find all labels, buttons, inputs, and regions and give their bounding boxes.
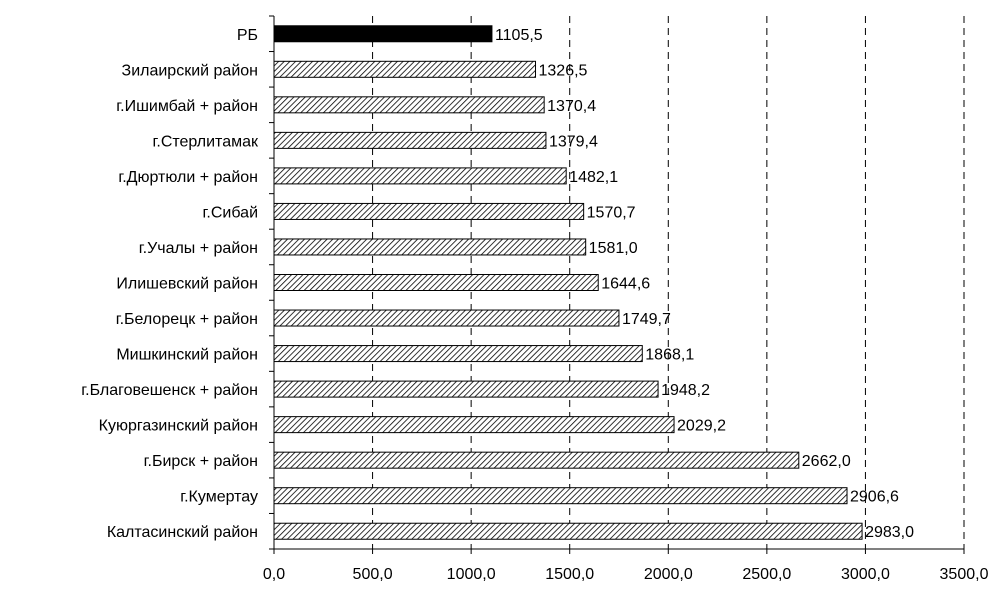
data-label: 1105,5 (495, 27, 543, 44)
data-label: 1370,4 (547, 98, 596, 115)
category-label: г.Белорецк + район (116, 311, 258, 328)
data-label: 2029,2 (677, 418, 726, 435)
x-tick-label: 2500,0 (742, 566, 791, 583)
data-label: 1379,4 (549, 133, 598, 150)
labels: 0,0 500,0 1000,0 1500,0 2000,0 2500,0 3000,0 35… (81, 27, 988, 583)
data-label: 1644,6 (601, 276, 650, 293)
bar (273, 416, 675, 434)
data-label: 1868,1 (645, 347, 694, 364)
data-label: 1749,7 (622, 311, 671, 328)
bar (273, 487, 848, 505)
category-label: г.Ишимбай + район (116, 98, 258, 115)
category-label: г.Бирск + район (144, 453, 258, 470)
category-label: Мишкинский район (116, 347, 258, 364)
bar (273, 131, 547, 149)
bar (273, 380, 659, 398)
data-label: 2906,6 (850, 489, 899, 506)
x-tick-label: 1500,0 (545, 566, 594, 583)
x-tick-label: 3500,0 (940, 566, 989, 583)
bars (273, 25, 863, 540)
category-label: г.Сибай (203, 204, 258, 221)
category-label: г.Кумертау (180, 489, 258, 506)
bar (273, 96, 545, 114)
category-label: г.Учалы + район (139, 240, 258, 257)
category-label: РБ (237, 27, 258, 44)
x-tick-label: 2000,0 (644, 566, 693, 583)
category-label: Илишевский район (116, 276, 258, 293)
category-label: г.Дюртюли + район (118, 169, 258, 186)
category-label: Куюргазинский район (99, 418, 258, 435)
category-label: г.Стерлитамак (153, 133, 260, 150)
bar (273, 522, 863, 540)
bar-highlight (273, 25, 493, 43)
category-label: г.Благовешенск + район (81, 382, 258, 399)
data-label: 1948,2 (661, 382, 710, 399)
bar (273, 60, 537, 78)
data-label: 2662,0 (802, 453, 851, 470)
x-tick-label: 1000,0 (447, 566, 496, 583)
x-tick-label: 3000,0 (841, 566, 890, 583)
data-label: 1581,0 (589, 240, 638, 257)
bar (273, 309, 620, 327)
data-label: 1482,1 (569, 169, 618, 186)
data-label: 2983,0 (865, 524, 914, 541)
category-label: Калтасинский район (107, 524, 258, 541)
bar (273, 345, 643, 363)
bar (273, 167, 567, 185)
bar (273, 451, 800, 469)
bar (273, 202, 585, 220)
data-label: 1570,7 (587, 204, 636, 221)
category-label: Зилаирский район (122, 62, 258, 79)
data-label: 1326,5 (539, 62, 588, 79)
bar (273, 274, 599, 291)
bar (273, 238, 587, 256)
axes (269, 15, 965, 554)
x-tick-label: 500,0 (353, 566, 393, 583)
x-tick-label: 0,0 (263, 566, 285, 583)
